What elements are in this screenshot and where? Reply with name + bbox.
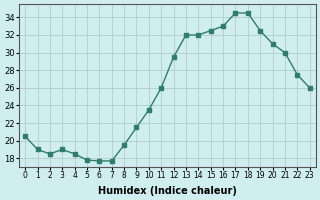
X-axis label: Humidex (Indice chaleur): Humidex (Indice chaleur) — [98, 186, 237, 196]
